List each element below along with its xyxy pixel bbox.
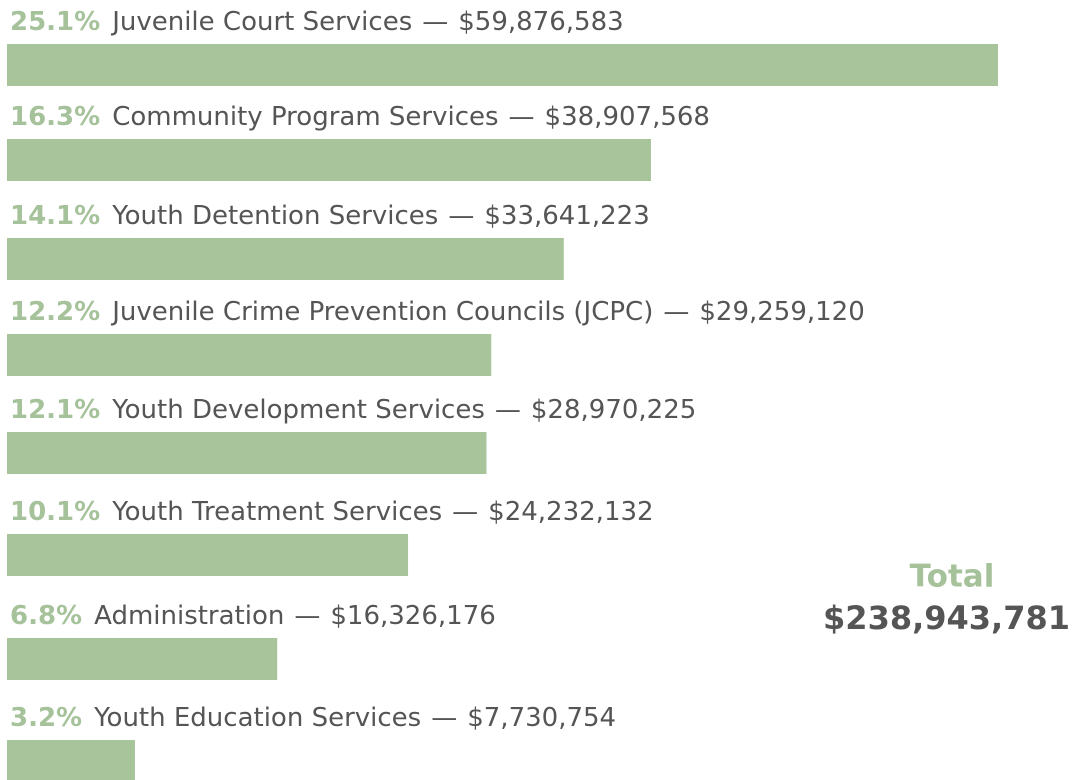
share-label: 16.3% [10, 102, 100, 132]
bar [7, 139, 651, 181]
total-title: Total [910, 559, 995, 595]
bar-label: 12.1% Youth Development Services — $28,970,… [10, 395, 696, 425]
share-label: 6.8% [10, 601, 82, 631]
separator: — [294, 601, 320, 631]
bar-label: 16.3% Community Program Services — $38,907,… [10, 102, 710, 132]
share-label: 25.1% [10, 7, 100, 37]
value-label: $24,232,132 [488, 497, 653, 527]
bar [7, 334, 492, 376]
category-label: Community Program Services [112, 102, 498, 132]
bar-label: 3.2% Youth Education Services — $7,730,754 [10, 703, 616, 733]
bar [7, 638, 278, 680]
value-label: $7,730,754 [467, 703, 616, 733]
bar [7, 740, 135, 780]
bar [7, 432, 487, 474]
bar-label: 10.1% Youth Treatment Services — $24,232,13… [10, 497, 654, 527]
separator: — [663, 297, 689, 327]
bar [7, 534, 409, 576]
value-label: $38,907,568 [545, 102, 710, 132]
value-label: $29,259,120 [699, 297, 864, 327]
category-label: Administration [94, 601, 284, 631]
value-label: $16,326,176 [330, 601, 495, 631]
bar-label: 6.8% Administration — $16,326,176 [10, 601, 496, 631]
bar [7, 44, 998, 86]
value-label: $28,970,225 [531, 395, 696, 425]
share-label: 12.1% [10, 395, 100, 425]
bar-label: 14.1% Youth Detention Services — $33,641,22… [10, 201, 650, 231]
bar-label: 12.2% Juvenile Crime Prevention Councils … [10, 297, 865, 327]
share-label: 3.2% [10, 703, 82, 733]
category-label: Juvenile Crime Prevention Councils (JCPC… [110, 297, 653, 327]
separator: — [448, 201, 474, 231]
category-label: Youth Detention Services [111, 201, 438, 231]
separator: — [431, 703, 457, 733]
separator: — [509, 102, 535, 132]
total-value: $238,943,781 [823, 599, 1070, 637]
category-label: Youth Development Services [111, 395, 485, 425]
category-label: Youth Treatment Services [111, 497, 442, 527]
value-label: $33,641,223 [484, 201, 649, 231]
category-label: Youth Education Services [93, 703, 421, 733]
bar [7, 238, 564, 280]
share-label: 10.1% [10, 497, 100, 527]
separator: — [422, 7, 448, 37]
value-label: $59,876,583 [458, 7, 623, 37]
category-label: Juvenile Court Services [110, 7, 412, 37]
share-label: 12.2% [10, 297, 100, 327]
separator: — [452, 497, 478, 527]
share-label: 14.1% [10, 201, 100, 231]
bar-label: 25.1% Juvenile Court Services — $59,876,583 [10, 7, 624, 37]
separator: — [495, 395, 521, 425]
